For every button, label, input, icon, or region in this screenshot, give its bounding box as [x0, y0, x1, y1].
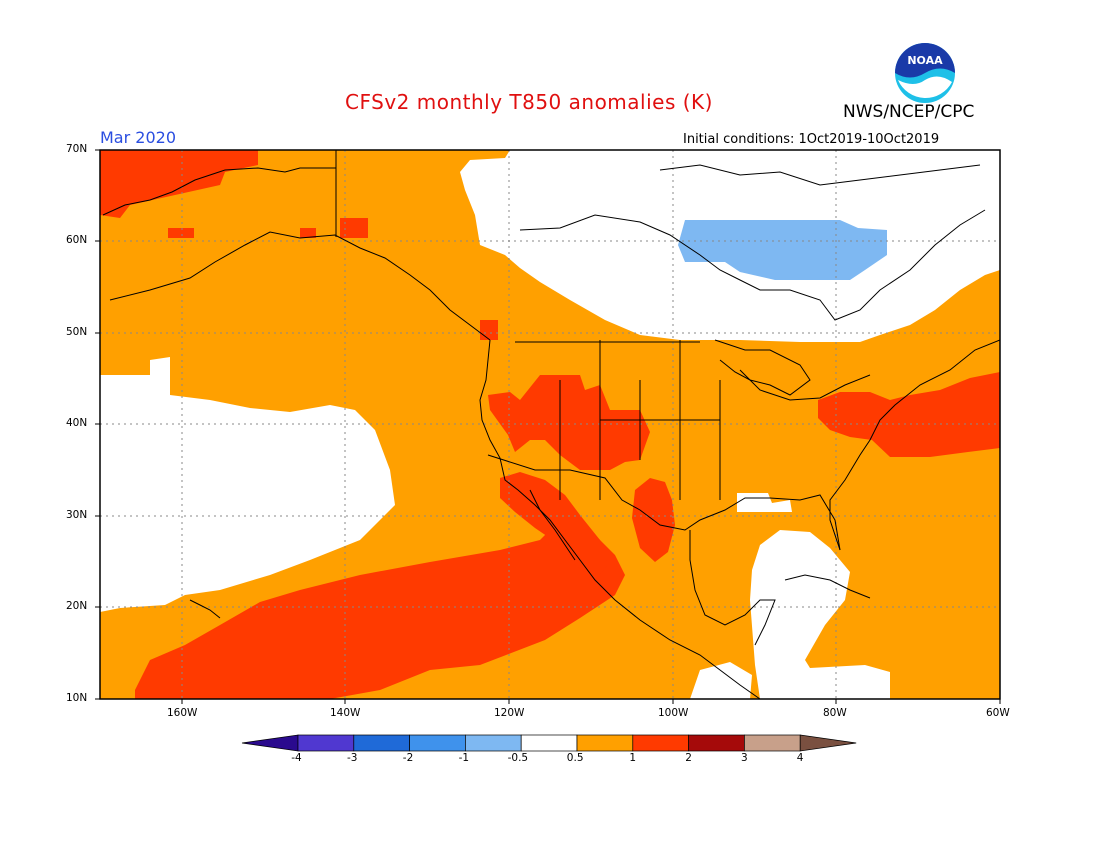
colorbar-label: -3 [347, 752, 358, 764]
anomaly-region-cold-hudson-bay [678, 220, 887, 280]
colorbar-segment [353, 734, 410, 752]
anomaly-region-warm-patch [340, 218, 368, 238]
colorbar-label: -0.5 [507, 752, 529, 764]
lat-label: 70N [66, 143, 88, 155]
lon-label: 60W [986, 707, 1010, 719]
colorbar-segment [409, 734, 466, 752]
map-grid [100, 150, 1000, 699]
colorbar-label: 2 [685, 752, 692, 764]
map-title: CFSv2 monthly T850 anomalies (K) [345, 90, 713, 114]
anomaly-region-warm-patch [480, 320, 498, 340]
lat-label: 50N [66, 326, 88, 338]
axis-ticks [95, 149, 1001, 704]
colorbar-label: 1 [629, 752, 637, 764]
noaa-logo-text: NOAA [907, 54, 943, 67]
lon-label: 120W [494, 707, 525, 719]
colorbar-label: 3 [741, 752, 748, 764]
anomaly-region-warm-southwest [488, 375, 650, 470]
colorbar-segment [688, 734, 745, 752]
anomaly-region-warm-tropical-pacific [135, 520, 625, 699]
colorbar [241, 734, 857, 752]
colorbar-label: -4 [291, 752, 302, 764]
lon-label: 80W [823, 707, 847, 719]
lon-label: 160W [167, 707, 198, 719]
organization-label: NWS/NCEP/CPC [843, 102, 975, 122]
colorbar-label: -1 [458, 752, 470, 764]
anomaly-region-warm-northeast [818, 372, 1000, 457]
anomaly-region-neutral-gulf [750, 530, 890, 699]
colorbar-label: 4 [796, 752, 804, 764]
colorbar-label: 0.5 [566, 752, 584, 764]
anomaly-region-neutral-pacific [100, 357, 395, 612]
lat-label: 20N [66, 600, 88, 612]
lat-label: 10N [66, 692, 88, 704]
coastlines [102, 150, 1000, 699]
colorbar-label: -2 [402, 752, 414, 764]
valid-month-label: Mar 2020 [100, 128, 176, 147]
noaa-logo: NOAA [895, 43, 955, 103]
lon-label: 100W [658, 707, 689, 719]
colorbar-segment [799, 734, 857, 752]
colorbar-segment [241, 734, 299, 752]
colorbar-segment [520, 734, 578, 752]
anomaly-region-warm-patch [300, 228, 316, 238]
colorbar-segment [632, 734, 689, 752]
lat-label: 60N [66, 234, 88, 246]
colorbar-segment [744, 734, 801, 752]
lat-label: 40N [66, 417, 88, 429]
initial-conditions-label: Initial conditions: 1Oct2019-10Oct2019 [683, 132, 940, 147]
anomaly-region-warm-patch [168, 228, 194, 238]
colorbar-segment [297, 734, 355, 752]
anomaly-region-warm-alaska [100, 150, 258, 218]
colorbar-segment [465, 734, 522, 752]
lon-label: 140W [330, 707, 361, 719]
lat-label: 30N [66, 509, 88, 521]
anomaly-region-neutral-mexico [690, 662, 752, 699]
colorbar-segment [576, 734, 634, 752]
